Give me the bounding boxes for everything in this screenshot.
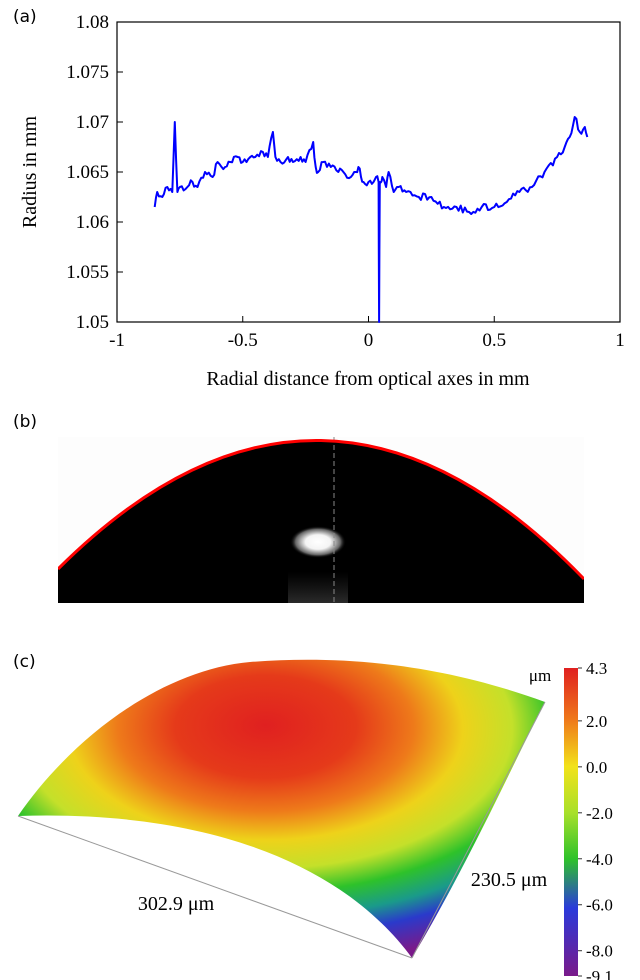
panel-label-b: (b): [13, 412, 38, 432]
axis-ticks: -1 -0.5 0 0.5 1 1.05 1.055 1.06 1.065 1.07 1.075 1.…: [66, 12, 625, 351]
x-tick-label: 0.5: [482, 330, 506, 351]
reflection-spot: [290, 526, 346, 558]
y-tick-label: 1.07: [76, 112, 109, 133]
y-tick-label: 1.08: [76, 12, 109, 33]
colorbar-tick-label: -8.0: [586, 942, 613, 961]
x-tick-label: 0: [364, 330, 374, 351]
radius-line-chart: -1 -0.5 0 0.5 1 1.05 1.055 1.06 1.065 1.07 1.075 1.…: [19, 12, 625, 390]
colorbar-tick-label: -9.1: [586, 967, 613, 980]
colorbar-tick-label: -6.0: [586, 896, 613, 915]
y-tick-label: 1.06: [76, 212, 109, 233]
edge-trace: [58, 439, 584, 581]
series-group: [153, 116, 589, 323]
colorbar-tick-label: -2.0: [586, 804, 613, 823]
y-tick-label: 1.05: [76, 312, 109, 333]
x-tick-label: -0.5: [228, 330, 258, 351]
lens-dark-region: [58, 440, 584, 603]
surface-width-label: 302.9 μm: [138, 893, 215, 915]
panel-label-c: (c): [13, 652, 36, 672]
surface-depth-label: 230.5 μm: [471, 869, 548, 891]
colorbar-unit: μm: [529, 666, 551, 685]
lens-edge-svg: [58, 437, 584, 603]
colorbar-ticks: 4.3 2.0 0.0 -2.0 -4.0 -6.0 -8.0 -9.1: [578, 659, 613, 980]
x-axis-label: Radial distance from optical axes in mm: [206, 368, 530, 390]
surface-map: 302.9 μm 230.5 μm μm 4.3 2.0 0.0 -2.0 -4.0 -6…: [17, 659, 613, 980]
panel-label-a: (a): [13, 7, 37, 27]
x-tick-label: -1: [109, 330, 125, 351]
x-tick-label: 1: [615, 330, 625, 351]
series-line-0: [153, 116, 589, 323]
surface-base-edge-right: [411, 701, 546, 959]
colorbar-tick-label: 4.3: [586, 659, 607, 678]
colorbar-tick-label: -4.0: [586, 850, 613, 869]
y-tick-label: 1.075: [66, 62, 109, 83]
y-axis-label: Radius in mm: [19, 115, 41, 228]
surface-shape: [18, 659, 545, 958]
colorbar: [564, 668, 578, 976]
y-tick-label: 1.055: [66, 262, 109, 283]
y-tick-label: 1.065: [66, 162, 109, 183]
surface-base-edge-left: [17, 815, 413, 959]
lens-edge-image: [58, 437, 584, 603]
colorbar-tick-label: 2.0: [586, 712, 607, 731]
colorbar-tick-label: 0.0: [586, 758, 607, 777]
